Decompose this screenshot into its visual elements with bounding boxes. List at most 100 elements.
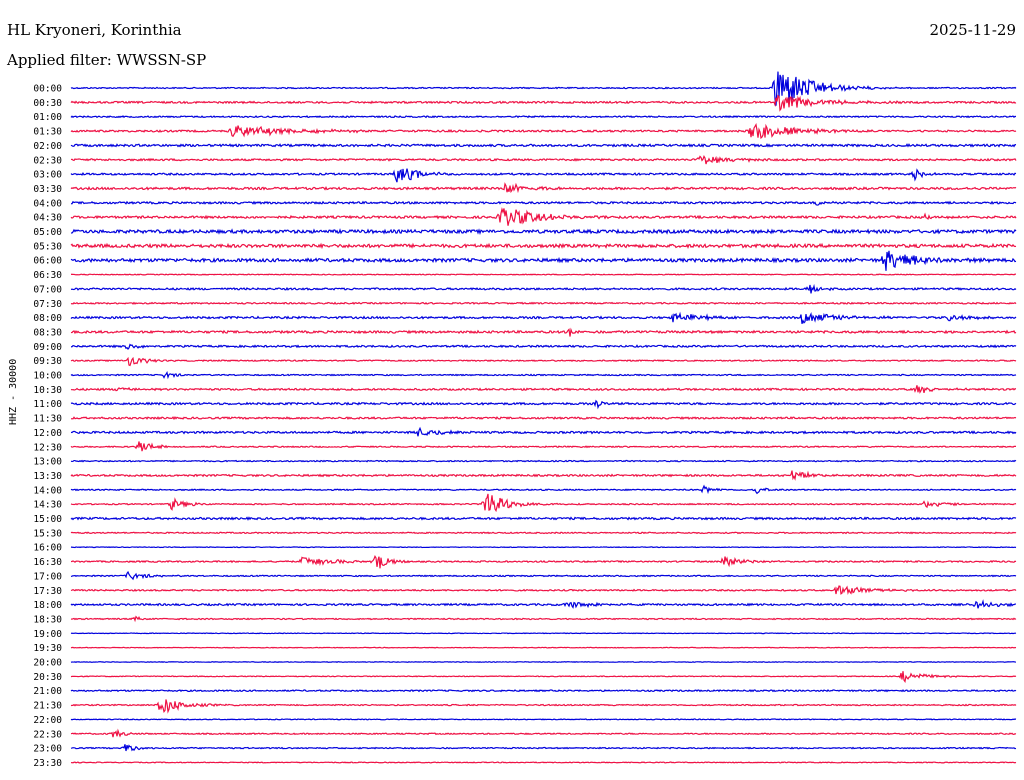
time-tick-label: 11:30	[33, 414, 62, 425]
trace-line	[70, 646, 1017, 649]
time-tick-label: 01:00	[33, 112, 62, 123]
time-tick-label: 11:00	[33, 399, 62, 410]
filter-label: Applied filter: WWSSN-SP	[7, 51, 207, 69]
time-tick-label: 00:30	[33, 98, 62, 109]
trace-line	[70, 484, 1017, 495]
trace-line	[70, 441, 1017, 452]
trace-line	[70, 168, 1017, 183]
time-tick-label: 07:00	[33, 284, 62, 295]
trace-line	[70, 555, 1017, 569]
trace-line	[70, 283, 1017, 294]
trace-line	[70, 182, 1017, 194]
trace-line	[70, 728, 1017, 738]
trace-line	[70, 385, 1017, 394]
trace-line	[70, 599, 1017, 609]
time-tick-label: 17:30	[33, 586, 62, 597]
trace-line	[70, 71, 1017, 106]
time-tick-label: 12:00	[33, 428, 62, 439]
trace-line	[70, 250, 1017, 271]
time-tick-label: 10:30	[33, 385, 62, 396]
time-tick-label: 04:30	[33, 213, 62, 224]
time-tick-label: 12:30	[33, 442, 62, 453]
trace-line	[70, 273, 1017, 276]
time-tick-label: 02:30	[33, 155, 62, 166]
trace-line	[70, 661, 1017, 663]
time-tick-label: 17:00	[33, 571, 62, 582]
time-tick-label: 03:00	[33, 170, 62, 181]
trace-line	[70, 546, 1017, 549]
trace-line	[70, 200, 1017, 206]
trace-line	[70, 699, 1017, 714]
trace-line	[70, 228, 1017, 235]
time-tick-label: 18:00	[33, 600, 62, 611]
time-tick-label: 15:00	[33, 514, 62, 525]
time-tick-label: 19:00	[33, 629, 62, 640]
trace-line	[70, 311, 1017, 324]
trace-line	[70, 94, 1017, 112]
time-tick-label: 04:00	[33, 198, 62, 209]
time-tick-label: 06:30	[33, 270, 62, 281]
trace-line	[70, 301, 1017, 305]
time-tick-label: 09:00	[33, 342, 62, 353]
time-tick-label: 21:30	[33, 701, 62, 712]
time-tick-label: 05:00	[33, 227, 62, 238]
time-tick-label: 22:00	[33, 715, 62, 726]
time-tick-label: 01:30	[33, 127, 62, 138]
time-tick-label: 15:30	[33, 528, 62, 539]
time-tick-label: 10:00	[33, 371, 62, 382]
trace-line	[70, 207, 1017, 226]
time-tick-label: 13:00	[33, 457, 62, 468]
time-tick-label: 05:30	[33, 241, 62, 252]
trace-line	[70, 426, 1017, 437]
trace-line	[70, 531, 1017, 535]
trace-line	[70, 459, 1017, 463]
time-tick-label: 23:30	[33, 758, 62, 769]
time-tick-label: 16:30	[33, 557, 62, 568]
trace-line	[70, 371, 1017, 380]
station-title: HL Kryoneri, Korinthia	[7, 21, 182, 39]
trace-line	[70, 570, 1017, 581]
time-tick-label: 13:30	[33, 471, 62, 482]
time-tick-label: 18:30	[33, 614, 62, 625]
trace-line	[70, 718, 1017, 721]
trace-line	[70, 122, 1017, 140]
trace-line	[70, 242, 1017, 250]
time-tick-label: 08:00	[33, 313, 62, 324]
time-tick-label: 19:30	[33, 643, 62, 654]
time-tick-label: 21:00	[33, 686, 62, 697]
time-tick-label: 00:00	[33, 84, 62, 95]
trace-line	[70, 327, 1017, 337]
time-tick-label: 14:30	[33, 500, 62, 511]
trace-line	[70, 470, 1017, 481]
trace-line	[70, 689, 1017, 693]
time-tick-label: 16:00	[33, 543, 62, 554]
time-tick-label: 06:00	[33, 256, 62, 267]
time-tick-label: 09:30	[33, 356, 62, 367]
trace-line	[70, 399, 1017, 410]
date-label: 2025-11-29	[929, 21, 1016, 39]
time-tick-label: 22:30	[33, 729, 62, 740]
time-tick-label: 03:30	[33, 184, 62, 195]
trace-line	[70, 516, 1017, 521]
trace-line	[70, 615, 1017, 623]
time-tick-label: 20:00	[33, 658, 62, 669]
time-tick-label: 23:00	[33, 744, 62, 755]
trace-line	[70, 416, 1017, 421]
time-tick-label: 20:30	[33, 672, 62, 683]
time-tick-label: 02:00	[33, 141, 62, 152]
time-tick-label: 07:30	[33, 299, 62, 310]
trace-line	[70, 744, 1017, 752]
trace-line	[70, 343, 1017, 350]
time-tick-label: 08:30	[33, 327, 62, 338]
trace-line	[70, 115, 1017, 119]
trace-line	[70, 632, 1017, 635]
trace-line	[70, 585, 1017, 596]
time-tick-label: 14:00	[33, 485, 62, 496]
trace-line	[70, 671, 1017, 684]
trace-line	[70, 143, 1017, 148]
trace-line	[70, 356, 1017, 367]
trace-line	[70, 493, 1017, 513]
trace-line	[70, 154, 1017, 165]
trace-line	[70, 761, 1017, 764]
